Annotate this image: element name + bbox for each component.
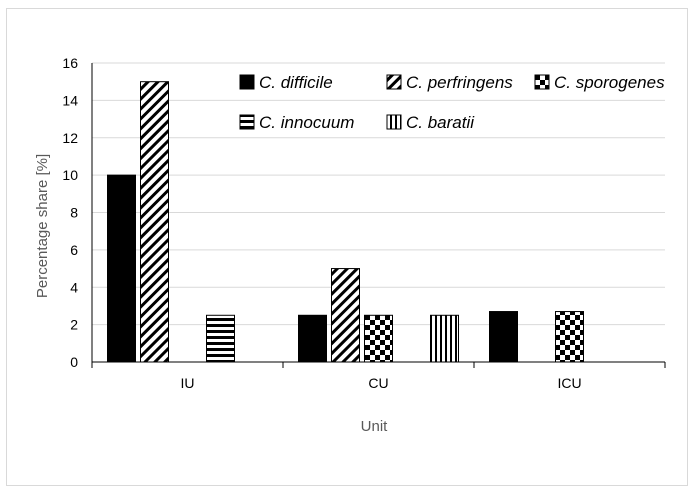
bar	[430, 314, 459, 363]
y-tick-label: 2	[70, 317, 78, 333]
legend-label: C. baratii	[406, 113, 475, 132]
axes	[91, 63, 666, 368]
legend-label: C. perfringens	[406, 73, 513, 92]
x-axis-title: Unit	[361, 418, 389, 435]
y-tick-label: 6	[70, 242, 78, 258]
legend-swatch	[239, 114, 255, 130]
bar	[364, 314, 393, 363]
bar	[331, 268, 360, 363]
tick-labels: 0 2 4 6 8 10 12 14 16 IU CU ICU	[62, 55, 581, 391]
gridlines	[92, 62, 665, 326]
y-axis-title: Percentage share [%]	[34, 154, 51, 298]
bar	[206, 314, 235, 363]
y-tick-label: 4	[70, 279, 78, 295]
legend-label: C. difficile	[259, 73, 333, 92]
legend-label: C. sporogenes	[554, 73, 665, 92]
bar	[489, 311, 518, 363]
bar	[107, 174, 136, 363]
y-tick-label: 0	[70, 354, 78, 370]
y-tick-label: 8	[70, 205, 78, 221]
bar	[298, 314, 327, 363]
x-tick-label: IU	[181, 375, 195, 391]
legend-swatch	[386, 114, 402, 130]
legend-swatch	[386, 74, 402, 90]
bar	[555, 311, 584, 363]
bars	[107, 81, 584, 363]
bar	[140, 81, 169, 363]
legend: C. difficile C. perfringens C. sporogenes C…	[239, 73, 665, 132]
y-tick-label: 12	[62, 130, 78, 146]
legend-swatch	[534, 74, 550, 90]
y-tick-label: 14	[62, 92, 78, 108]
legend-swatch	[239, 74, 255, 90]
x-tick-label: ICU	[557, 375, 581, 391]
x-tick-label: CU	[368, 375, 388, 391]
y-tick-label: 10	[62, 167, 78, 183]
y-tick-label: 16	[62, 55, 78, 71]
legend-label: C. innocuum	[259, 113, 354, 132]
